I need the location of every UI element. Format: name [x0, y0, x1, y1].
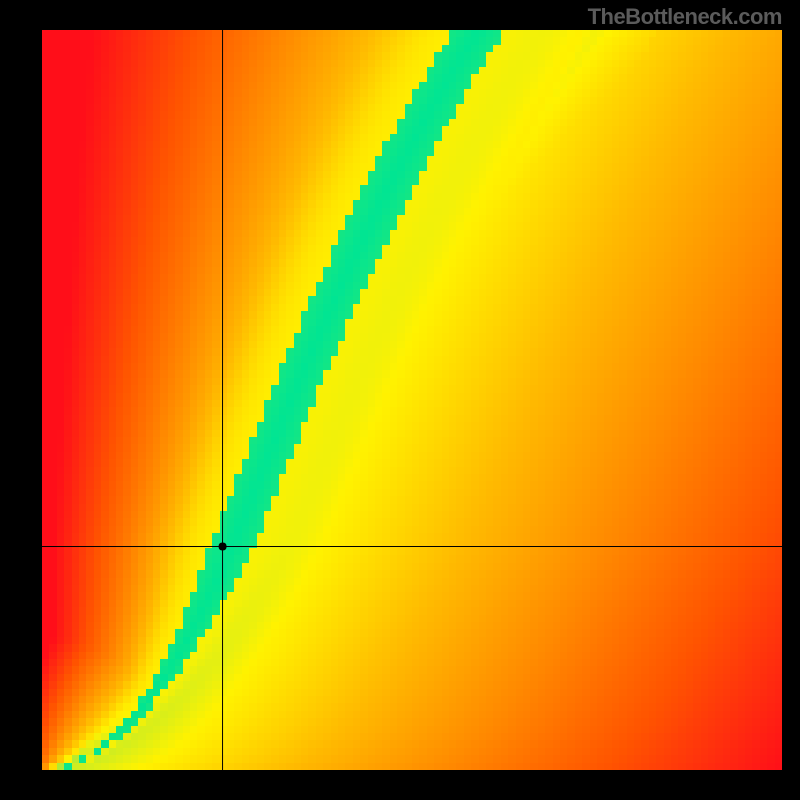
- watermark-text: TheBottleneck.com: [588, 4, 782, 30]
- heatmap-canvas: [0, 0, 800, 800]
- chart-container: TheBottleneck.com: [0, 0, 800, 800]
